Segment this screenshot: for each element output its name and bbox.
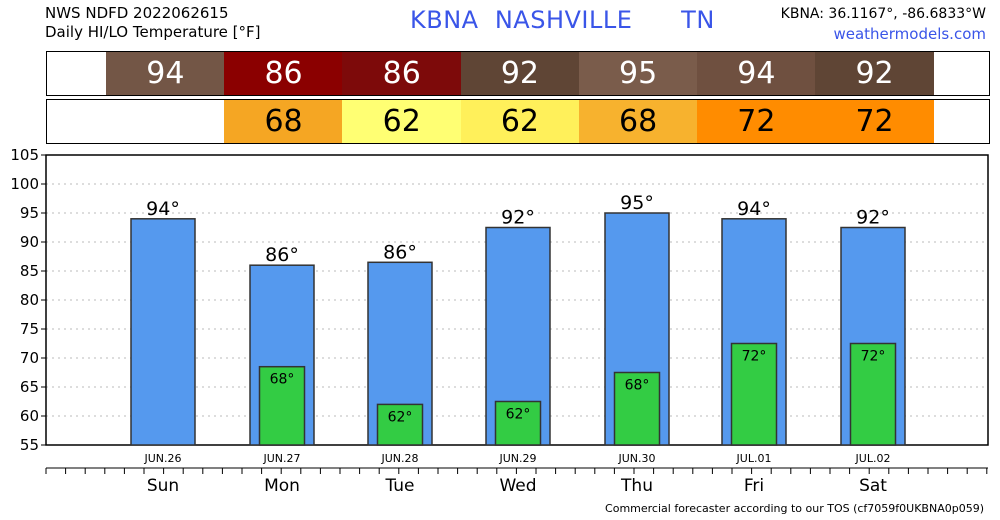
high-temp-bar-label: 92° <box>856 207 890 229</box>
y-tick-label: 75 <box>20 320 39 338</box>
product-variable-label: Daily HI/LO Temperature [°F] <box>45 23 261 41</box>
high-temp-cell: 92 <box>460 52 580 95</box>
date-label: JUN.26 <box>143 452 181 465</box>
low-temp-bar <box>849 342 897 446</box>
low-temp-bar-label: 72° <box>861 349 886 365</box>
high-temp-cell: 86 <box>224 52 343 95</box>
y-tick-label: 80 <box>20 291 39 309</box>
y-tick-label: 90 <box>20 233 39 251</box>
day-label: Tue <box>384 476 414 496</box>
high-temp-bar-label: 94° <box>737 198 771 220</box>
date-label: JUN.30 <box>617 452 655 465</box>
high-temp-bar-label: 86° <box>265 244 299 266</box>
low-temp-bar <box>258 365 306 446</box>
low-temp-strip: 68 62 62 68 72 72 <box>46 99 990 144</box>
y-tick-label: 55 <box>20 436 39 454</box>
low-temp-bar <box>613 371 661 446</box>
low-temp-bar <box>376 403 424 446</box>
low-temp-bar <box>494 400 542 446</box>
product-run-label: NWS NDFD 2022062615 <box>45 4 229 22</box>
y-tick-label: 100 <box>10 175 39 193</box>
low-temp-bar-label: 62° <box>506 407 531 423</box>
date-label: JUL.02 <box>855 452 891 465</box>
low-temp-cell <box>106 100 225 143</box>
low-temp-cell: 62 <box>460 100 580 143</box>
footer-note: Commercial forecaster according to our T… <box>605 502 984 515</box>
site-link[interactable]: weathermodels.com <box>833 25 986 43</box>
low-temp-cell: 62 <box>342 100 462 143</box>
high-temp-cell: 86 <box>342 52 462 95</box>
low-temp-bar-label: 68° <box>270 372 295 388</box>
high-temp-bar-label: 86° <box>383 241 417 263</box>
station-title: KBNA NASHVILLE TN <box>410 6 715 34</box>
y-tick-label: 95 <box>20 204 39 222</box>
low-temp-cell: 72 <box>815 100 934 143</box>
high-temp-cell: 92 <box>815 52 934 95</box>
high-temp-bar-label: 94° <box>146 198 180 220</box>
low-temp-bar-label: 68° <box>625 378 650 394</box>
low-temp-bar <box>730 342 778 446</box>
high-temp-bar-label: 92° <box>501 207 535 229</box>
date-label: JUN.28 <box>380 452 418 465</box>
y-tick-label: 70 <box>20 349 39 367</box>
station-coordinates: KBNA: 36.1167°, -86.6833°W <box>780 6 986 22</box>
y-tick-label: 105 <box>10 146 39 164</box>
day-label: Wed <box>499 476 536 496</box>
y-tick-label: 85 <box>20 262 39 280</box>
y-tick-label: 60 <box>20 407 39 425</box>
y-tick-label: 65 <box>20 378 39 396</box>
day-label: Thu <box>620 476 653 496</box>
day-label: Sun <box>147 476 179 496</box>
high-temp-bar <box>130 218 196 446</box>
high-temp-cell: 94 <box>697 52 816 95</box>
low-temp-cell: 68 <box>224 100 343 143</box>
station-info: KBNA: 36.1167°, -86.6833°W weathermodels… <box>781 4 986 44</box>
date-label: JUL.01 <box>736 452 772 465</box>
date-label: JUN.27 <box>262 452 300 465</box>
product-header: NWS NDFD 2022062615 Daily HI/LO Temperat… <box>45 4 261 42</box>
low-temp-cell: 68 <box>578 100 698 143</box>
high-temp-bar-label: 95° <box>620 192 654 214</box>
day-label: Mon <box>264 476 300 496</box>
low-temp-bar-label: 62° <box>388 409 413 425</box>
high-temp-cell: 95 <box>578 52 698 95</box>
day-label: Sat <box>859 476 887 496</box>
day-label: Fri <box>744 476 764 496</box>
low-temp-bar-label: 72° <box>742 349 767 365</box>
high-temp-cell: 94 <box>106 52 225 95</box>
high-temp-strip: 94 86 86 92 95 94 92 <box>46 51 990 96</box>
date-label: JUN.29 <box>498 452 536 465</box>
low-temp-cell: 72 <box>697 100 816 143</box>
